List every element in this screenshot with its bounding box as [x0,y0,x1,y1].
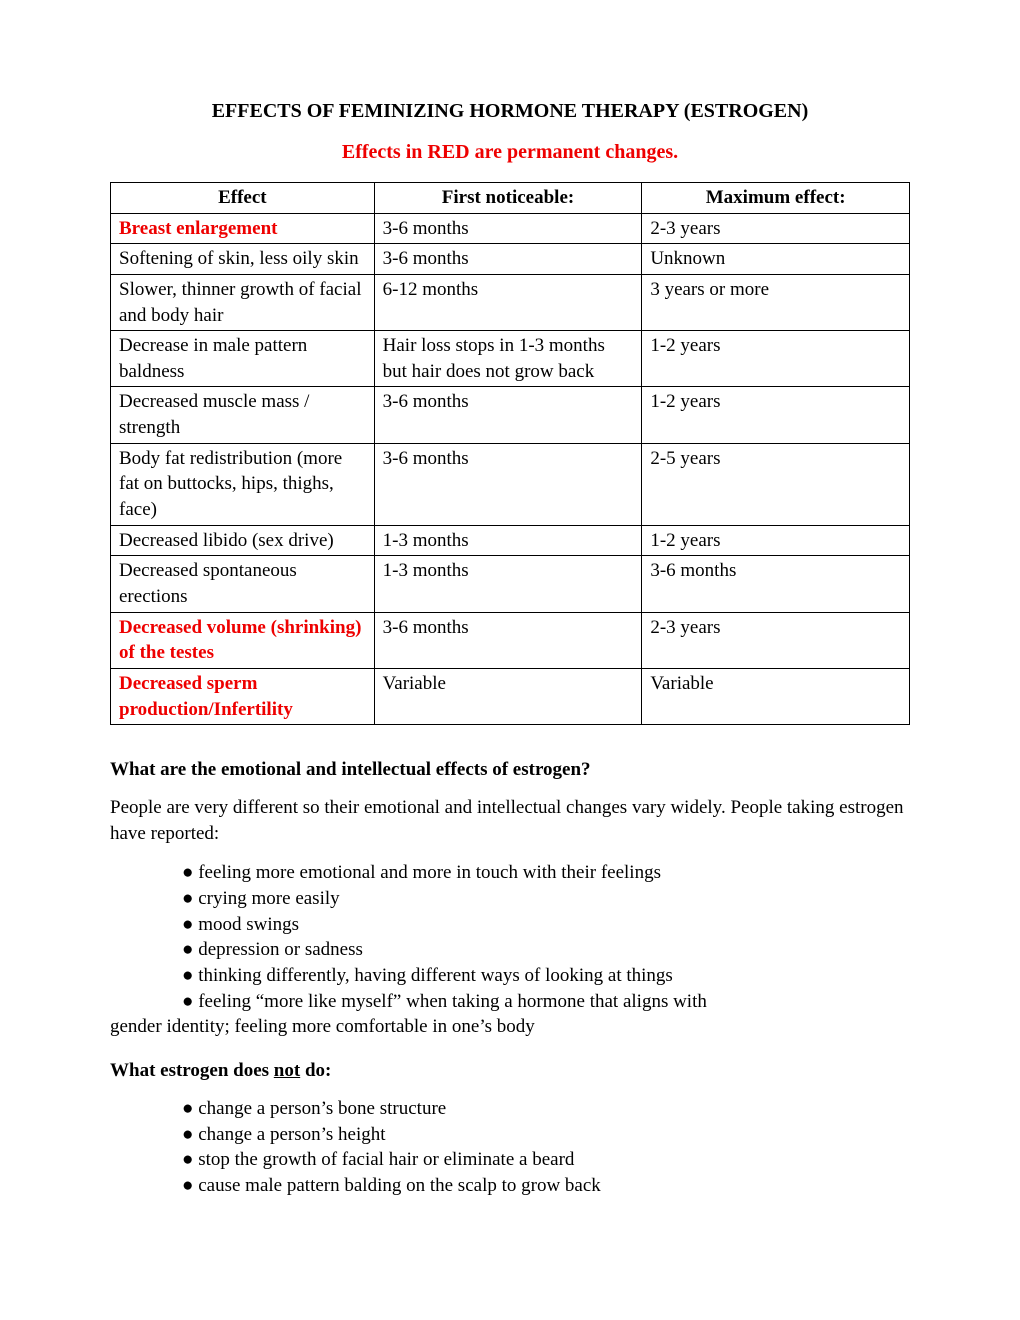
effects-table: Effect First noticeable: Maximum effect:… [110,182,910,725]
cell-maximum-effect: 1-2 years [642,387,910,443]
does-not-heading: What estrogen does not do: [110,1060,910,1082]
does-not-heading-prefix: What estrogen does [110,1060,274,1081]
list-item: cause male pattern balding on the scalp … [110,1173,910,1199]
list-item: mood swings [110,912,910,938]
cell-effect: Decreased sperm production/Infertility [111,668,375,724]
emotional-intro: People are very different so their emoti… [110,795,910,846]
cell-effect: Slower, thinner growth of facial and bod… [111,274,375,330]
does-not-heading-underlined: not [274,1060,300,1081]
list-item-continuation: gender identity; feeling more comfortabl… [110,1014,910,1040]
cell-first-noticeable: 3-6 months [374,443,642,525]
table-row: Decreased libido (sex drive)1-3 months1-… [111,525,910,556]
list-item: feeling more emotional and more in touch… [110,860,910,886]
list-item: depression or sadness [110,937,910,963]
cell-maximum-effect: 2-3 years [642,612,910,668]
cell-first-noticeable: 3-6 months [374,387,642,443]
table-row: Breast enlargement3-6 months2-3 years [111,213,910,244]
cell-first-noticeable: Variable [374,668,642,724]
cell-maximum-effect: Unknown [642,244,910,275]
cell-maximum-effect: 2-5 years [642,443,910,525]
header-effect: Effect [111,183,375,214]
cell-effect: Breast enlargement [111,213,375,244]
list-item: stop the growth of facial hair or elimin… [110,1147,910,1173]
table-body: Breast enlargement3-6 months2-3 yearsSof… [111,213,910,725]
table-row: Decreased volume (shrinking) of the test… [111,612,910,668]
cell-first-noticeable: 1-3 months [374,556,642,612]
list-item: change a person’s height [110,1122,910,1148]
emotional-heading: What are the emotional and intellectual … [110,759,910,781]
cell-maximum-effect: 1-2 years [642,525,910,556]
list-item: feeling “more like myself” when taking a… [110,989,910,1015]
cell-effect: Decreased libido (sex drive) [111,525,375,556]
page-title: EFFECTS OF FEMINIZING HORMONE THERAPY (E… [110,100,910,123]
cell-first-noticeable: 1-3 months [374,525,642,556]
cell-maximum-effect: 3-6 months [642,556,910,612]
list-item: thinking differently, having different w… [110,963,910,989]
list-item: change a person’s bone structure [110,1096,910,1122]
table-row: Decreased muscle mass / strength3-6 mont… [111,387,910,443]
emotional-bullet-list: feeling more emotional and more in touch… [110,860,910,1039]
does-not-heading-suffix: do: [300,1060,331,1081]
table-row: Body fat redistribution (more fat on but… [111,443,910,525]
table-row: Slower, thinner growth of facial and bod… [111,274,910,330]
does-not-bullet-list: change a person’s bone structurechange a… [110,1096,910,1199]
cell-first-noticeable: 3-6 months [374,612,642,668]
cell-maximum-effect: 2-3 years [642,213,910,244]
header-maximum-effect: Maximum effect: [642,183,910,214]
cell-first-noticeable: 3-6 months [374,213,642,244]
list-item: crying more easily [110,886,910,912]
cell-effect: Softening of skin, less oily skin [111,244,375,275]
cell-effect: Decreased volume (shrinking) of the test… [111,612,375,668]
cell-maximum-effect: Variable [642,668,910,724]
cell-maximum-effect: 1-2 years [642,331,910,387]
cell-effect: Body fat redistribution (more fat on but… [111,443,375,525]
cell-effect: Decrease in male pattern baldness [111,331,375,387]
page-subtitle: Effects in RED are permanent changes. [110,141,910,164]
cell-effect: Decreased spontaneous erections [111,556,375,612]
cell-effect: Decreased muscle mass / strength [111,387,375,443]
table-row: Softening of skin, less oily skin3-6 mon… [111,244,910,275]
document-page: EFFECTS OF FEMINIZING HORMONE THERAPY (E… [0,0,1020,1279]
cell-first-noticeable: 3-6 months [374,244,642,275]
table-row: Decrease in male pattern baldnessHair lo… [111,331,910,387]
table-row: Decreased sperm production/InfertilityVa… [111,668,910,724]
cell-maximum-effect: 3 years or more [642,274,910,330]
cell-first-noticeable: Hair loss stops in 1-3 months but hair d… [374,331,642,387]
table-header-row: Effect First noticeable: Maximum effect: [111,183,910,214]
header-first-noticeable: First noticeable: [374,183,642,214]
cell-first-noticeable: 6-12 months [374,274,642,330]
table-row: Decreased spontaneous erections1-3 month… [111,556,910,612]
